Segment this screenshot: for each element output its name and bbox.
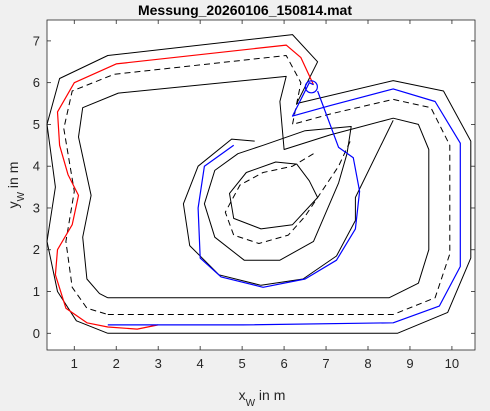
y-tick-label: 1 <box>33 284 40 299</box>
x-tick-label: 6 <box>280 356 287 371</box>
series-line-9 <box>197 90 361 288</box>
series-line-5 <box>224 138 352 244</box>
y-axis-label: yW in m <box>5 162 27 209</box>
series-line-7 <box>54 44 315 330</box>
x-tick-label: 1 <box>71 356 78 371</box>
x-tick-label: 10 <box>445 356 459 371</box>
vehicle-position-marker <box>304 80 318 94</box>
series-line-2 <box>78 75 430 299</box>
series-line-1 <box>63 55 451 315</box>
x-tick-label: 7 <box>322 356 329 371</box>
data-marks <box>46 34 472 334</box>
y-tick-label: 6 <box>33 75 40 90</box>
x-tick-label: 4 <box>197 356 204 371</box>
series-line-3 <box>182 120 394 286</box>
y-tick-label: 2 <box>33 242 40 257</box>
y-tick-label: 4 <box>33 159 40 174</box>
x-tick-label: 8 <box>364 356 371 371</box>
y-tick-label: 5 <box>33 117 40 132</box>
y-tick-label: 7 <box>33 33 40 48</box>
x-tick-label: 2 <box>113 356 120 371</box>
x-tick-label: 9 <box>406 356 413 371</box>
axes-background <box>46 19 476 351</box>
x-tick-label: 3 <box>155 356 162 371</box>
series-line-6 <box>229 161 319 230</box>
y-tick-label: 0 <box>33 326 40 341</box>
chart-title: Messung_20260106_150814.mat <box>137 2 353 18</box>
x-axis-label: xW in m <box>239 387 286 409</box>
axis-ticks: 1 2 3 4 5 6 7 8 9 10 0 1 2 3 4 5 6 7 <box>33 20 475 371</box>
series-line-8 <box>107 82 461 326</box>
y-tick-label: 3 <box>33 200 40 215</box>
x-tick-label: 5 <box>239 356 246 371</box>
